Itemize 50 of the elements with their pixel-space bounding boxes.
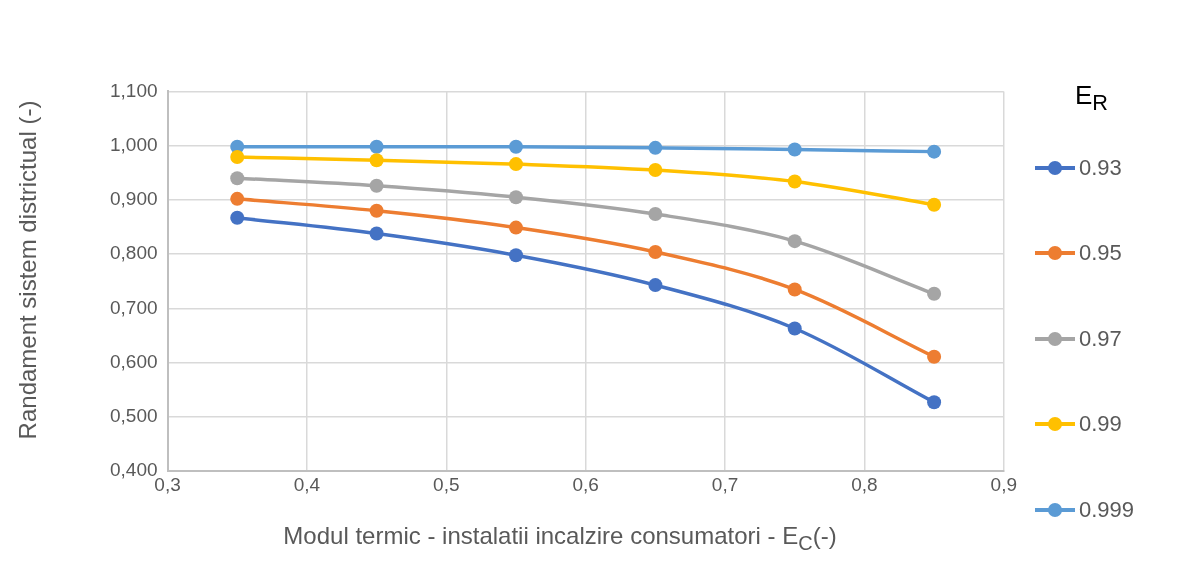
point	[648, 207, 663, 222]
point	[369, 226, 384, 241]
point	[648, 278, 663, 293]
y-tick-label: 1,100	[110, 79, 158, 101]
point	[230, 191, 245, 206]
point	[508, 248, 523, 263]
x-tick-label: 0,8	[851, 473, 878, 495]
legend-label: 0.99	[1079, 411, 1122, 438]
point	[369, 139, 384, 154]
y-tick-label: 0,800	[110, 242, 158, 264]
point	[648, 140, 663, 155]
point	[787, 282, 802, 297]
y-tick-label: 0,500	[110, 405, 158, 427]
point	[927, 349, 942, 364]
point	[369, 178, 384, 193]
point	[927, 144, 942, 159]
x-tick-label: 0,5	[433, 473, 460, 495]
legend-title: E$_{R}$	[1075, 80, 1109, 118]
point	[230, 171, 245, 186]
point	[927, 197, 942, 212]
point	[508, 157, 523, 172]
point	[787, 142, 802, 157]
point	[787, 234, 802, 249]
point	[369, 203, 384, 218]
legend-label: 0.95	[1079, 240, 1122, 267]
legend-label: 0.999	[1079, 496, 1135, 523]
y-tick-label: 1,000	[110, 133, 158, 155]
point	[369, 153, 384, 168]
point	[927, 286, 942, 301]
x-axis-title: Modul termic - instalatii incalzire consumatori - E$_{C}$(-)	[282, 522, 838, 555]
point	[787, 174, 802, 189]
x-tick-label: 0,4	[293, 473, 321, 495]
x-tick-label: 0,7	[711, 473, 739, 495]
point	[927, 395, 942, 410]
x-tick-label: 0,6	[572, 473, 599, 495]
y-tick-label: 0,700	[110, 296, 158, 318]
point	[508, 139, 523, 154]
point	[787, 321, 802, 336]
point	[230, 210, 245, 225]
point	[648, 163, 663, 178]
legend-label: 0.97	[1079, 325, 1122, 352]
point	[508, 190, 523, 205]
y-tick-label: 0,600	[110, 350, 158, 372]
y-axis-title: Randament sistem districtual (-)	[14, 100, 42, 440]
point	[508, 220, 523, 235]
point	[648, 245, 663, 259]
x-tick-label: 0,9	[990, 473, 1017, 495]
point	[230, 150, 245, 165]
legend-label: 0.93	[1079, 154, 1122, 181]
y-tick-label: 0,900	[110, 188, 158, 210]
